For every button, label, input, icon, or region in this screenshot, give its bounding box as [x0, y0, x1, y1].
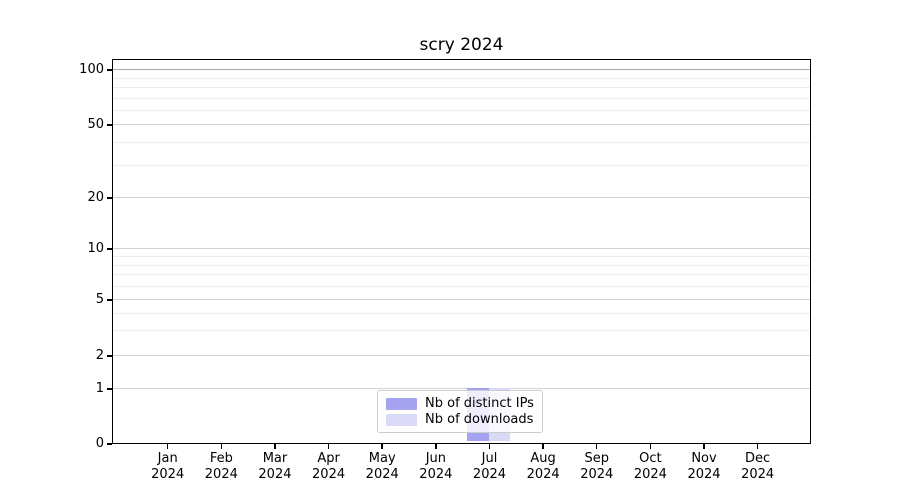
major-gridline — [113, 197, 810, 199]
y-tick-label: 1 — [95, 381, 104, 396]
x-tick-mark — [166, 444, 169, 449]
y-tick-mark — [107, 443, 112, 445]
x-tick-mark — [703, 444, 705, 449]
minor-gridline — [113, 330, 810, 332]
legend-swatch — [386, 397, 417, 410]
y-tick-mark — [107, 388, 112, 390]
minor-gridline — [113, 255, 810, 257]
legend-label: Nb of distinct IPs — [425, 396, 534, 411]
x-tick-mark — [595, 444, 598, 449]
x-tick-label: Jun 2024 — [419, 451, 453, 482]
x-tick-mark — [381, 444, 383, 449]
x-tick-label: Jul 2024 — [472, 451, 507, 482]
x-tick-mark — [649, 444, 652, 449]
y-tick-mark — [107, 299, 112, 301]
minor-gridline — [113, 312, 810, 314]
y-tick-mark — [107, 124, 112, 126]
y-tick-label: 10 — [87, 241, 104, 256]
minor-gridline — [113, 274, 810, 276]
y-tick-label: 0 — [95, 436, 104, 451]
major-gridline — [113, 388, 810, 390]
y-tick-label: 2 — [95, 348, 104, 363]
minor-gridline — [113, 264, 810, 266]
plot-area — [112, 59, 811, 444]
x-tick-label: May 2024 — [365, 451, 399, 482]
x-tick-label: Mar 2024 — [258, 451, 292, 482]
x-tick-label: Nov 2024 — [687, 451, 721, 482]
major-gridline — [113, 299, 810, 301]
y-tick-label: 100 — [79, 62, 104, 77]
x-tick-mark — [274, 444, 276, 449]
legend: Nb of distinct IPs Nb of downloads — [377, 390, 543, 433]
x-tick-mark — [756, 444, 759, 449]
minor-gridline — [113, 86, 810, 88]
x-tick-label: Jan 2024 — [151, 451, 185, 482]
legend-item: Nb of distinct IPs — [386, 396, 534, 411]
y-tick-mark — [107, 197, 112, 199]
chart-title: scry 2024 — [419, 35, 504, 55]
y-tick-label: 20 — [87, 190, 104, 205]
y-tick-mark — [107, 69, 112, 71]
major-gridline — [113, 248, 810, 250]
y-tick-mark — [107, 355, 112, 357]
legend-label: Nb of downloads — [425, 412, 534, 427]
y-tick-label: 5 — [95, 292, 104, 307]
x-tick-mark — [220, 444, 223, 449]
minor-gridline — [113, 77, 810, 79]
x-tick-label: Oct 2024 — [633, 451, 667, 482]
x-tick-mark — [488, 444, 491, 449]
minor-gridline — [113, 109, 810, 111]
legend-swatch — [386, 413, 417, 426]
major-gridline — [113, 355, 810, 357]
x-tick-label: Feb 2024 — [204, 451, 238, 482]
major-gridline — [113, 69, 810, 71]
y-tick-label: 50 — [87, 117, 104, 132]
minor-gridline — [113, 141, 810, 143]
x-tick-mark — [327, 444, 330, 449]
x-tick-mark — [542, 444, 544, 449]
legend-item: Nb of downloads — [386, 412, 534, 427]
x-tick-label: Aug 2024 — [526, 451, 560, 482]
minor-gridline — [113, 285, 810, 287]
minor-gridline — [113, 164, 810, 166]
y-tick-mark — [107, 248, 112, 250]
x-tick-label: Sep 2024 — [580, 451, 614, 482]
x-tick-label: Apr 2024 — [312, 451, 346, 482]
major-gridline — [113, 124, 810, 126]
x-tick-mark — [435, 444, 437, 449]
minor-gridline — [113, 97, 810, 99]
x-tick-label: Dec 2024 — [741, 451, 775, 482]
